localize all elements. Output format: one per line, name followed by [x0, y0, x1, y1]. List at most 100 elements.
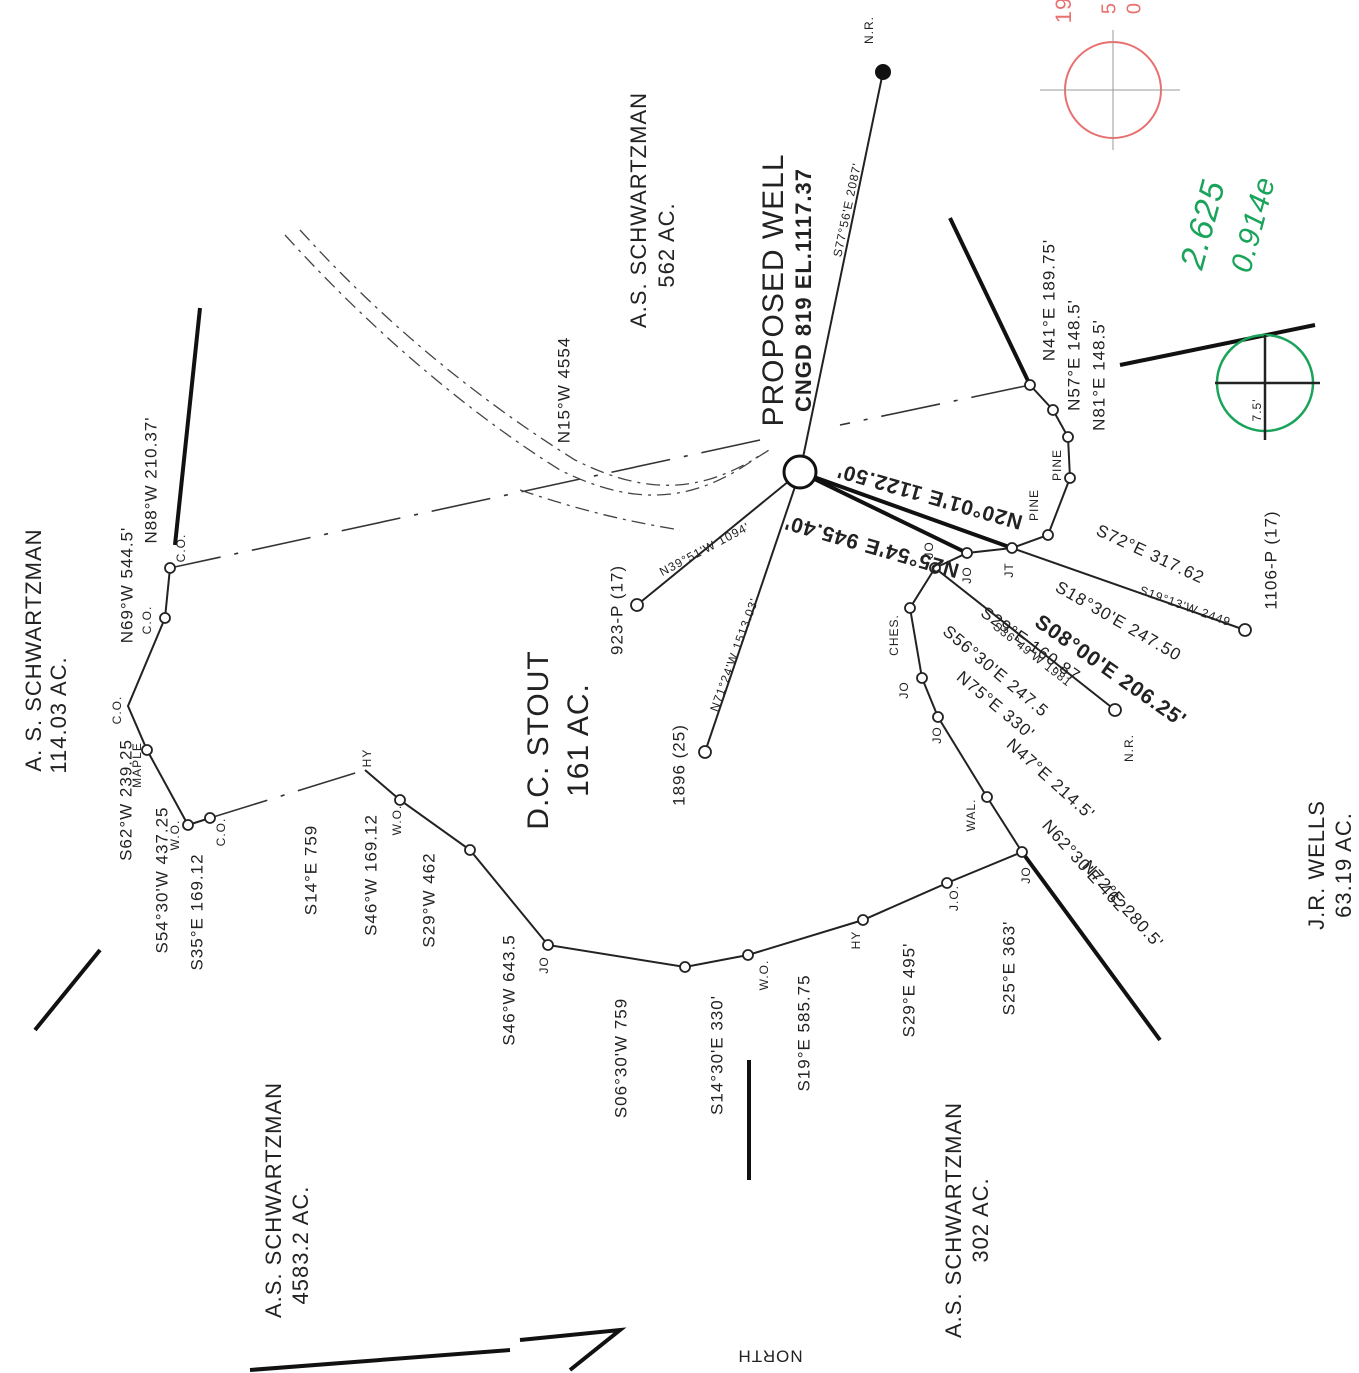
map-label: 2.625	[1173, 176, 1233, 274]
map-label: 1106-P (17)	[1261, 510, 1280, 609]
point	[543, 940, 553, 950]
map-label: 7.5'	[1250, 399, 1264, 422]
map-label: 0.914e	[1225, 173, 1282, 276]
map-label: S14°E 759	[301, 825, 320, 915]
map-label: JO	[897, 681, 911, 698]
point	[1017, 847, 1027, 857]
map-label: JO	[1019, 866, 1033, 883]
plat-map: A. S. SCHWARTZMAN 114.03 AC. A.S. SCHWAR…	[0, 0, 1359, 1373]
map-label: A. S. SCHWARTZMAN	[21, 528, 46, 771]
map-label: S06°30'W 759	[611, 998, 630, 1118]
map-label: N41°E 189.75'	[1039, 239, 1058, 361]
map-label: S46°W 643.5	[499, 934, 518, 1045]
map-label: N57°E 148.5'	[1064, 299, 1083, 411]
map-label: JO	[922, 541, 936, 558]
map-label: S19°13'W 2449	[1138, 583, 1233, 629]
map-label: 5	[1098, 2, 1120, 14]
map-label: 114.03 AC.	[46, 656, 71, 773]
map-label: S72°E 317.62	[1093, 521, 1207, 588]
map-label: 302 AC.	[968, 1177, 993, 1262]
adjoin-line	[950, 218, 1030, 385]
point	[1239, 624, 1251, 636]
labels: A. S. SCHWARTZMAN 114.03 AC. A.S. SCHWAR…	[21, 0, 1356, 1366]
map-label: D.C. STOUT	[522, 650, 555, 829]
point	[183, 820, 193, 830]
point	[1109, 704, 1121, 716]
map-label: N.R.	[862, 16, 876, 44]
map-label: S25°E 363'	[999, 921, 1018, 1016]
boundary-line	[840, 385, 1030, 425]
map-label: C.O.	[174, 534, 188, 563]
map-label: N15°W 4554	[554, 337, 573, 444]
point	[165, 563, 175, 573]
map-label: W.O.	[168, 820, 182, 851]
point	[1025, 380, 1035, 390]
north-arrow	[250, 1350, 510, 1370]
map-label: S29°E 495'	[899, 943, 918, 1038]
map-label: N81°E 148.5'	[1089, 319, 1108, 431]
page: {"tracts":[ {"name":"A. S. SCHWARTZMAN",…	[0, 0, 1359, 1373]
point	[858, 915, 868, 925]
point	[982, 792, 992, 802]
point	[1048, 405, 1058, 415]
map-label: S29°W 462	[419, 852, 438, 947]
map-label: 923-P (17)	[607, 565, 626, 655]
point	[962, 548, 972, 558]
map-label: 161 AC.	[562, 683, 595, 797]
map-label: CNGD 819 EL.1117.37	[791, 168, 816, 412]
map-label: N.R.	[1122, 734, 1136, 762]
point	[875, 64, 891, 80]
map-label: C.O.	[214, 818, 228, 847]
map-label: N62°30'E 462'	[1038, 816, 1133, 918]
map-label: 4583.2 AC.	[288, 1186, 313, 1305]
map-label: C.O.	[140, 606, 154, 635]
point	[917, 673, 927, 683]
map-label: JO	[930, 726, 944, 743]
point	[1043, 530, 1053, 540]
map-label: N88°W 210.37'	[141, 417, 160, 544]
map-label: NORTH	[737, 1347, 802, 1366]
map-label: S14°30'E 330'	[707, 995, 726, 1115]
point	[465, 845, 475, 855]
boundary-line	[170, 440, 760, 568]
map-label: MAPLE	[130, 742, 144, 788]
map-label: PINE	[1050, 449, 1064, 481]
map-label: HY	[849, 931, 863, 950]
adjoin-line	[35, 950, 100, 1030]
point	[1007, 543, 1017, 553]
map-label: A.S. SCHWARTZMAN	[261, 1082, 286, 1318]
map-label: A.S. SCHWARTZMAN	[941, 1102, 966, 1338]
map-label: 19	[1051, 0, 1076, 23]
map-label: S19°E 585.75	[794, 974, 813, 1091]
point	[699, 746, 711, 758]
map-label: J.O.	[947, 885, 961, 911]
map-label: N71°24'W 1513.03'	[707, 596, 761, 713]
map-label: JO	[537, 956, 551, 973]
boundary-line	[210, 770, 365, 818]
map-label: PROPOSED WELL	[757, 153, 790, 426]
point	[905, 603, 915, 613]
map-label: C.O.	[110, 696, 124, 725]
map-label: S46°W 169.12	[361, 814, 380, 936]
map-label: N47°E 214.5'	[1003, 735, 1099, 824]
map-label: 562 AC.	[654, 202, 679, 287]
point	[395, 795, 405, 805]
map-label: S35°E 169.12	[187, 853, 206, 970]
map-label: WAL.	[964, 799, 978, 832]
map-label: PINE	[1027, 489, 1041, 521]
north-arrow	[520, 1330, 620, 1370]
map-label: N69°W 544.5'	[117, 527, 136, 644]
map-label: J.R. WELLS	[1304, 800, 1329, 930]
map-label: A.S. SCHWARTZMAN	[626, 92, 651, 328]
point	[743, 950, 753, 960]
map-label: 63.19 AC.	[1331, 812, 1356, 918]
point	[933, 712, 943, 722]
road	[300, 230, 772, 485]
point	[784, 456, 816, 488]
map-label: W.O.	[390, 805, 404, 836]
map-label: 0	[1123, 2, 1145, 14]
adjoin-line	[1120, 325, 1315, 365]
adjoin-line	[175, 308, 200, 545]
map-label: JT	[1002, 562, 1016, 577]
point	[1063, 432, 1073, 442]
